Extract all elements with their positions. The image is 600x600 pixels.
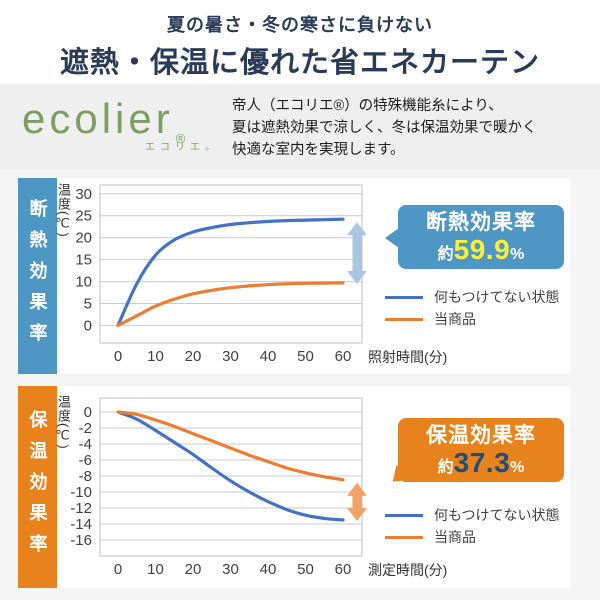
legend-label: 何もつけてない状態: [434, 289, 560, 305]
x-tick-label: 10: [147, 348, 164, 365]
page-title: 遮熱・保温に優れた省エネカーテン: [59, 47, 540, 79]
x-tick-label: 20: [185, 348, 202, 365]
y-tick-label: 0: [84, 404, 92, 421]
x-axis-title: 照射時間(分): [368, 349, 448, 365]
legend-item: 何もつけてない状態: [385, 286, 559, 308]
legend-line-swatch: [385, 513, 423, 517]
y-tick-label: -2: [79, 420, 92, 437]
x-tick-label: 10: [147, 561, 164, 578]
retention-section: 0 -2 -4 -6 -8 -10 -12 -14 -16 0 10 20 30 40 50 60 保温効果率…: [18, 386, 570, 588]
y-tick-label: -8: [79, 468, 92, 485]
y-tick-label: -14: [70, 516, 92, 533]
y-tick-label: 10: [75, 274, 92, 291]
callout-prefix: 約: [437, 459, 454, 476]
callout-value: 37.3: [453, 447, 511, 478]
y-tick-label: -12: [70, 500, 92, 517]
brand-description-line: 夏は遮熱効果で涼しく、冬は保温効果で暖かく: [232, 120, 537, 136]
brand-logo-ruby: エコリエ。: [145, 142, 220, 153]
legend-label: 当商品: [434, 529, 476, 545]
insulation-rate-callout: 断熱効果率 約59.9%: [385, 205, 564, 270]
series-line-1: [116, 281, 345, 328]
y-tick-label: -16: [70, 532, 92, 549]
y-tick-label: 20: [75, 230, 92, 247]
callout-value-row: 約59.9%: [398, 235, 564, 270]
callout-title: 保温効果率: [426, 424, 536, 447]
x-tick-label: 0: [114, 348, 122, 365]
header-subtitle: 夏の暑さ・冬の寒さに負けない: [167, 15, 433, 35]
x-tick-label: 40: [260, 348, 277, 365]
x-tick-label: 0: [114, 561, 122, 578]
callout-title: 断熱効果率: [426, 211, 536, 234]
legend-item: 当商品: [385, 526, 559, 548]
registered-mark-icon: ®: [175, 131, 186, 146]
brand-description: 帝人（エコリエ®）の特殊機能糸により、 夏は遮熱効果で涼しく、冬は保温効果で暖か…: [232, 84, 600, 170]
legend-line-swatch: [385, 535, 423, 539]
x-tick-label: 40: [260, 561, 277, 578]
gap-arrow-icon: [347, 482, 367, 521]
brand-logo: ecolier: [22, 95, 174, 142]
legend-line-swatch: [385, 295, 423, 299]
brand-band: ecolier ® エコリエ。 帝人（エコリエ®）の特殊機能糸により、 夏は遮熱効…: [0, 84, 600, 170]
legend-label: 何もつけてない状態: [434, 507, 560, 523]
y-tick-label: 25: [75, 208, 92, 225]
y-tick-label: 0: [84, 317, 92, 334]
header: 夏の暑さ・冬の寒さに負けない 遮熱・保温に優れた省エネカーテン: [0, 0, 600, 84]
x-tick-label: 30: [222, 561, 239, 578]
legend-line-swatch: [385, 317, 423, 321]
x-tick-label: 30: [222, 348, 239, 365]
legend-label: 当商品: [434, 311, 476, 327]
x-axis-title: 測定時間(分): [368, 562, 448, 578]
brand-description-line: 快適な室内を実現します。: [232, 142, 405, 158]
charts-background: 30 25 20 15 10 5 0 0 10 20 30 40 50 60 断熱効果率 温度(℃) 照射…: [0, 170, 600, 600]
plot-border: [99, 184, 363, 344]
x-tick-label: 50: [297, 348, 314, 365]
series-line-0: [116, 410, 345, 522]
callout-unit: %: [510, 459, 525, 476]
y-tick-label: -6: [79, 452, 92, 469]
x-tick-label: 50: [297, 561, 314, 578]
gap-arrow-icon: [347, 222, 367, 284]
y-axis-title: 温度(℃): [56, 183, 71, 238]
callout-value-row: 約37.3%: [398, 448, 564, 483]
x-tick-label: 60: [335, 348, 352, 365]
y-axis-title: 温度(℃): [56, 395, 71, 450]
legend: 何もつけてない状態 当商品: [385, 504, 559, 548]
y-tick-label: 15: [75, 252, 92, 269]
callout-pointer-icon: [385, 228, 399, 248]
retention-side-banner: 保温効果率: [18, 386, 57, 588]
x-tick-label: 60: [335, 561, 352, 578]
y-tick-label: -10: [70, 484, 92, 501]
retention-line-chart: 0-2-4-6-8-10-12-14-160 10 20 30 40 50 60: [70, 397, 367, 578]
callout-prefix: 約: [437, 246, 454, 263]
series-line-1: [116, 410, 345, 482]
callout-value: 59.9: [453, 234, 511, 265]
y-tick-label: 30: [75, 186, 92, 203]
y-tick-label: -4: [79, 436, 92, 453]
legend-item: 何もつけてない状態: [385, 504, 559, 526]
legend: 何もつけてない状態 当商品: [385, 286, 559, 330]
y-tick-label: 5: [84, 296, 92, 313]
insulation-side-label: 断熱効果率: [27, 198, 48, 354]
brand-description-line: 帝人（エコリエ®）の特殊機能糸により、: [232, 98, 503, 114]
callout-unit: %: [510, 246, 525, 263]
legend-item: 当商品: [385, 308, 559, 330]
x-tick-label: 20: [185, 561, 202, 578]
insulation-side-banner: 断熱効果率: [18, 178, 57, 374]
retention-side-label: 保温効果率: [27, 409, 48, 565]
insulation-section: 30 25 20 15 10 5 0 0 10 20 30 40 50 60 断熱効果率 温度(℃) 照射…: [18, 178, 570, 374]
retention-rate-callout: 保温効果率 約37.3%: [386, 418, 564, 490]
series-line-0: [116, 217, 345, 328]
plot-border: [99, 397, 363, 557]
brand-logo-block: ecolier ® エコリエ。: [0, 84, 232, 170]
